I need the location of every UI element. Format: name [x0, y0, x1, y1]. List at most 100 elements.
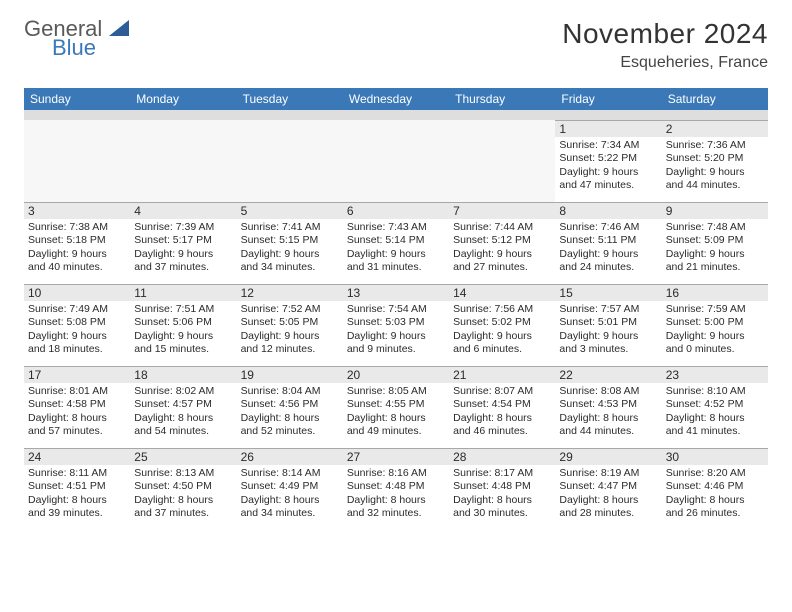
daylight-line: and 27 minutes.	[453, 261, 551, 275]
sunrise-line: Sunrise: 7:48 AM	[666, 221, 764, 235]
day-number: 22	[555, 367, 661, 383]
sunrise-line: Sunrise: 7:44 AM	[453, 221, 551, 235]
daylight-line: Daylight: 9 hours	[241, 330, 339, 344]
calendar-cell: 13Sunrise: 7:54 AMSunset: 5:03 PMDayligh…	[343, 284, 449, 366]
day-number: 12	[237, 285, 343, 301]
daylight-line: Daylight: 9 hours	[347, 330, 445, 344]
calendar-cell: 11Sunrise: 7:51 AMSunset: 5:06 PMDayligh…	[130, 284, 236, 366]
daylight-line: and 28 minutes.	[559, 507, 657, 521]
day-number: 29	[555, 449, 661, 465]
sunrise-line: Sunrise: 8:20 AM	[666, 467, 764, 481]
daylight-line: Daylight: 9 hours	[666, 330, 764, 344]
day-number: 19	[237, 367, 343, 383]
sunrise-line: Sunrise: 7:36 AM	[666, 139, 764, 153]
calendar-cell	[449, 120, 555, 202]
day-number: 5	[237, 203, 343, 219]
brand-logo: General Blue	[24, 18, 129, 59]
daylight-line: Daylight: 9 hours	[134, 330, 232, 344]
location-subtitle: Esqueheries, France	[562, 54, 768, 72]
calendar-cell	[130, 120, 236, 202]
sunrise-line: Sunrise: 8:02 AM	[134, 385, 232, 399]
page-title: November 2024	[562, 18, 768, 50]
sunrise-line: Sunrise: 8:13 AM	[134, 467, 232, 481]
daylight-line: Daylight: 8 hours	[134, 412, 232, 426]
day-number: 27	[343, 449, 449, 465]
daylight-line: and 12 minutes.	[241, 343, 339, 357]
day-number: 18	[130, 367, 236, 383]
daylight-line: and 52 minutes.	[241, 425, 339, 439]
daylight-line: and 6 minutes.	[453, 343, 551, 357]
col-saturday: Saturday	[662, 88, 768, 110]
daylight-line: and 57 minutes.	[28, 425, 126, 439]
col-thursday: Thursday	[449, 88, 555, 110]
col-wednesday: Wednesday	[343, 88, 449, 110]
daylight-line: and 26 minutes.	[666, 507, 764, 521]
sunset-line: Sunset: 4:48 PM	[453, 480, 551, 494]
sunset-line: Sunset: 4:51 PM	[28, 480, 126, 494]
day-number: 8	[555, 203, 661, 219]
daylight-line: Daylight: 9 hours	[453, 330, 551, 344]
sunrise-line: Sunrise: 7:56 AM	[453, 303, 551, 317]
calendar-cell: 1Sunrise: 7:34 AMSunset: 5:22 PMDaylight…	[555, 120, 661, 202]
calendar-body: 1Sunrise: 7:34 AMSunset: 5:22 PMDaylight…	[24, 120, 768, 530]
daylight-line: and 34 minutes.	[241, 507, 339, 521]
day-number: 25	[130, 449, 236, 465]
sunset-line: Sunset: 5:00 PM	[666, 316, 764, 330]
calendar-row: 17Sunrise: 8:01 AMSunset: 4:58 PMDayligh…	[24, 366, 768, 448]
daylight-line: and 37 minutes.	[134, 261, 232, 275]
sunrise-line: Sunrise: 8:04 AM	[241, 385, 339, 399]
calendar-cell: 30Sunrise: 8:20 AMSunset: 4:46 PMDayligh…	[662, 448, 768, 530]
daylight-line: Daylight: 8 hours	[453, 412, 551, 426]
calendar-cell: 8Sunrise: 7:46 AMSunset: 5:11 PMDaylight…	[555, 202, 661, 284]
daylight-line: Daylight: 9 hours	[559, 166, 657, 180]
daylight-line: and 9 minutes.	[347, 343, 445, 357]
day-number: 6	[343, 203, 449, 219]
day-number: 17	[24, 367, 130, 383]
daylight-line: and 30 minutes.	[453, 507, 551, 521]
daylight-line: Daylight: 8 hours	[241, 412, 339, 426]
calendar-cell: 3Sunrise: 7:38 AMSunset: 5:18 PMDaylight…	[24, 202, 130, 284]
day-number: 9	[662, 203, 768, 219]
sunrise-line: Sunrise: 7:34 AM	[559, 139, 657, 153]
daylight-line: Daylight: 9 hours	[347, 248, 445, 262]
daylight-line: and 24 minutes.	[559, 261, 657, 275]
sunset-line: Sunset: 5:15 PM	[241, 234, 339, 248]
daylight-line: and 32 minutes.	[347, 507, 445, 521]
sunrise-line: Sunrise: 7:52 AM	[241, 303, 339, 317]
sunrise-line: Sunrise: 8:01 AM	[28, 385, 126, 399]
sunrise-line: Sunrise: 7:41 AM	[241, 221, 339, 235]
sunset-line: Sunset: 4:55 PM	[347, 398, 445, 412]
daylight-line: Daylight: 9 hours	[666, 248, 764, 262]
sunset-line: Sunset: 4:46 PM	[666, 480, 764, 494]
col-monday: Monday	[130, 88, 236, 110]
daylight-line: and 44 minutes.	[559, 425, 657, 439]
daylight-line: Daylight: 9 hours	[559, 330, 657, 344]
sunrise-line: Sunrise: 7:46 AM	[559, 221, 657, 235]
calendar-cell: 9Sunrise: 7:48 AMSunset: 5:09 PMDaylight…	[662, 202, 768, 284]
calendar-table: Sunday Monday Tuesday Wednesday Thursday…	[24, 88, 768, 530]
sunrise-line: Sunrise: 8:14 AM	[241, 467, 339, 481]
calendar-cell: 5Sunrise: 7:41 AMSunset: 5:15 PMDaylight…	[237, 202, 343, 284]
calendar-cell: 18Sunrise: 8:02 AMSunset: 4:57 PMDayligh…	[130, 366, 236, 448]
daylight-line: and 31 minutes.	[347, 261, 445, 275]
sunrise-line: Sunrise: 7:49 AM	[28, 303, 126, 317]
day-number: 1	[555, 121, 661, 137]
sunrise-line: Sunrise: 7:51 AM	[134, 303, 232, 317]
sunset-line: Sunset: 5:12 PM	[453, 234, 551, 248]
calendar-cell: 22Sunrise: 8:08 AMSunset: 4:53 PMDayligh…	[555, 366, 661, 448]
daylight-line: and 46 minutes.	[453, 425, 551, 439]
calendar-cell	[343, 120, 449, 202]
calendar-cell: 16Sunrise: 7:59 AMSunset: 5:00 PMDayligh…	[662, 284, 768, 366]
day-number: 23	[662, 367, 768, 383]
calendar-cell: 25Sunrise: 8:13 AMSunset: 4:50 PMDayligh…	[130, 448, 236, 530]
day-number: 10	[24, 285, 130, 301]
daylight-line: and 37 minutes.	[134, 507, 232, 521]
daylight-line: Daylight: 8 hours	[347, 412, 445, 426]
sunset-line: Sunset: 4:48 PM	[347, 480, 445, 494]
sunset-line: Sunset: 5:08 PM	[28, 316, 126, 330]
day-number: 30	[662, 449, 768, 465]
sunrise-line: Sunrise: 8:05 AM	[347, 385, 445, 399]
sunset-line: Sunset: 4:53 PM	[559, 398, 657, 412]
day-number: 11	[130, 285, 236, 301]
daylight-line: Daylight: 9 hours	[28, 248, 126, 262]
